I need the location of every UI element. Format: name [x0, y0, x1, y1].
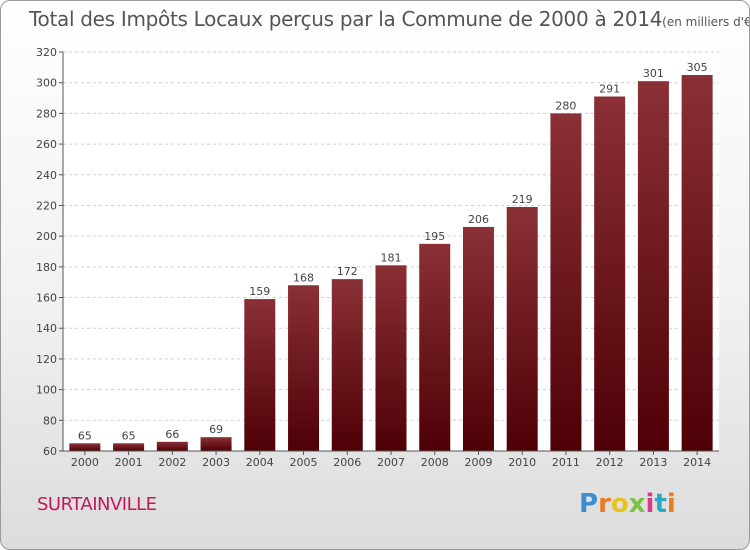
data-label-2011: 280	[555, 99, 576, 112]
y-tick-label: 60	[43, 445, 57, 458]
bar-2010	[506, 206, 538, 451]
bar-2009	[462, 226, 494, 451]
data-label-2008: 195	[424, 230, 445, 243]
bar-2007	[375, 265, 407, 451]
chart-unit: (en milliers d'€)	[662, 15, 750, 29]
bar-2002	[156, 441, 188, 451]
proxiti-logo: Proxiti	[579, 489, 676, 519]
data-label-2010: 219	[512, 193, 533, 206]
bar-2003	[200, 437, 232, 451]
x-tick-label-2007: 2007	[377, 456, 405, 469]
bar-2006	[331, 279, 363, 451]
y-tick-label: 220	[36, 199, 57, 212]
labels: 60 80 100 120 140 160 180 200 220 240 260 280 300 320…	[36, 46, 711, 469]
bars	[69, 75, 713, 452]
bar-2001	[113, 443, 145, 451]
x-tick-label-2012: 2012	[596, 456, 624, 469]
logo-letter: r	[598, 489, 611, 519]
bar-2012	[594, 96, 626, 451]
bar-2008	[419, 243, 451, 451]
x-tick-label-2001: 2001	[115, 456, 143, 469]
data-label-2002: 66	[165, 428, 179, 441]
data-label-2014: 305	[687, 61, 708, 74]
data-label-2006: 172	[337, 265, 358, 278]
data-label-2001: 65	[122, 429, 136, 442]
data-label-2000: 65	[78, 429, 92, 442]
x-tick-label-2009: 2009	[464, 456, 492, 469]
logo-letter: i	[645, 489, 655, 519]
logo-letter: x	[628, 489, 646, 519]
bar-2011	[550, 113, 582, 451]
bar-2004	[244, 299, 276, 451]
y-tick-label: 100	[36, 384, 57, 397]
y-tick-label: 80	[43, 414, 57, 427]
x-tick-label-2005: 2005	[290, 456, 318, 469]
axes	[59, 51, 719, 455]
x-tick-label-2008: 2008	[421, 456, 449, 469]
x-tick-label-2014: 2014	[683, 456, 711, 469]
data-label-2004: 159	[249, 285, 270, 298]
x-tick-label-2010: 2010	[508, 456, 536, 469]
data-label-2003: 69	[209, 423, 223, 436]
y-tick-label: 160	[36, 292, 57, 305]
bar-2014	[681, 75, 713, 452]
bar-2013	[637, 81, 669, 452]
x-tick-label-2004: 2004	[246, 456, 274, 469]
chart-title: Total des Impôts Locaux perçus par la Co…	[29, 7, 750, 31]
logo-letter: o	[610, 489, 629, 519]
data-label-2009: 206	[468, 213, 489, 226]
y-tick-label: 200	[36, 230, 57, 243]
y-tick-label: 240	[36, 169, 57, 182]
x-tick-label-2000: 2000	[71, 456, 99, 469]
x-tick-label-2003: 2003	[202, 456, 230, 469]
y-tick-label: 140	[36, 322, 57, 335]
bar-2005	[288, 285, 320, 451]
data-label-2005: 168	[293, 271, 314, 284]
x-tick-label-2002: 2002	[158, 456, 186, 469]
bar-2000	[69, 443, 101, 451]
data-label-2007: 181	[381, 251, 402, 264]
y-tick-label: 260	[36, 138, 57, 151]
logo-letter: P	[579, 489, 599, 519]
y-tick-label: 320	[36, 46, 57, 59]
y-tick-label: 280	[36, 107, 57, 120]
chart-title-text: Total des Impôts Locaux perçus par la Co…	[29, 7, 663, 31]
y-tick-label: 300	[36, 77, 57, 90]
x-tick-label-2011: 2011	[552, 456, 580, 469]
x-tick-label-2006: 2006	[333, 456, 361, 469]
data-label-2012: 291	[599, 83, 620, 96]
logo-letter: i	[666, 489, 676, 519]
logo-letter: t	[654, 489, 667, 519]
y-tick-label: 180	[36, 261, 57, 274]
x-tick-label-2013: 2013	[639, 456, 667, 469]
y-tick-label: 120	[36, 353, 57, 366]
commune-name: SURTAINVILLE	[37, 494, 157, 515]
data-label-2013: 301	[643, 67, 664, 80]
